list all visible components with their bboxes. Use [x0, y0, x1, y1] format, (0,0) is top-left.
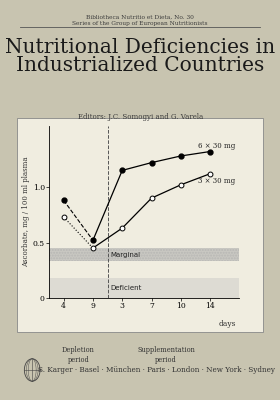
Text: Editors: J.C. Somogyi and G. Varela: Editors: J.C. Somogyi and G. Varela	[78, 113, 204, 121]
Text: 6 × 30 mg: 6 × 30 mg	[198, 142, 235, 150]
Y-axis label: Ascorbate, mg / 100 ml plasma: Ascorbate, mg / 100 ml plasma	[22, 157, 30, 267]
Text: S. Karger · Basel · München · Paris · London · New York · Sydney: S. Karger · Basel · München · Paris · Lo…	[38, 366, 275, 374]
Text: Marginal: Marginal	[110, 252, 140, 258]
Text: Supplementation
period: Supplementation period	[137, 346, 195, 364]
Text: Bibliotheca Nutritio et Dieta, No. 30: Bibliotheca Nutritio et Dieta, No. 30	[86, 15, 194, 20]
Text: Nutritional Deficiencies in: Nutritional Deficiencies in	[5, 38, 275, 57]
Text: days: days	[219, 320, 237, 328]
Text: Deficient: Deficient	[110, 285, 141, 291]
Text: Industrialized Countries: Industrialized Countries	[16, 56, 264, 75]
FancyBboxPatch shape	[17, 118, 263, 332]
Text: 3 × 30 mg: 3 × 30 mg	[198, 177, 235, 185]
Text: Series of the Group of European Nutritionists: Series of the Group of European Nutritio…	[72, 21, 208, 26]
Text: Depletion
period: Depletion period	[62, 346, 95, 364]
